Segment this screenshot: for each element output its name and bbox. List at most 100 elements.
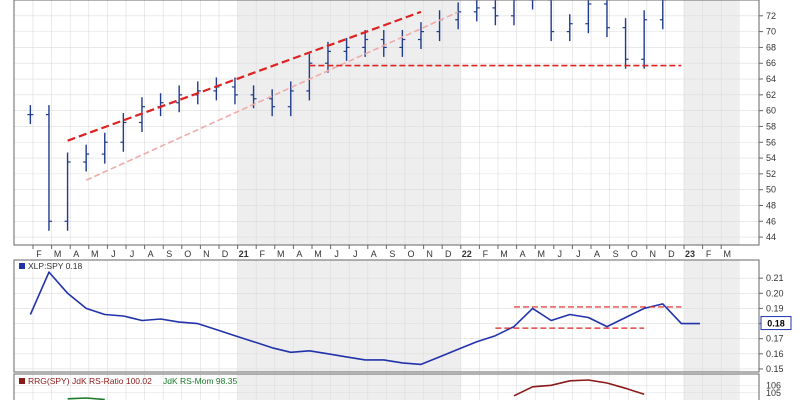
ratio-series <box>29 271 700 366</box>
price-ytick-label: 66 <box>766 58 776 68</box>
x-tick-label: N <box>650 249 657 259</box>
ratio-ytick-label: 0.19 <box>766 303 784 313</box>
rrg-shade-band <box>312 374 331 400</box>
price-ytick-label: 54 <box>766 153 776 163</box>
rrg-shading <box>237 374 740 400</box>
price-bar <box>324 41 331 73</box>
ratio-y-axis: 0.15 0.16 0.17 0.19 0.20 0.21 <box>759 273 784 374</box>
price-bar <box>269 89 276 117</box>
ratio-shade-band <box>442 260 461 372</box>
price-shade-band <box>367 0 387 245</box>
rrg-legend-label-ratio: JdK RS-Ratio 100.02 <box>72 376 152 386</box>
ratio-plot-frame <box>13 259 760 373</box>
rrg-shade-band <box>256 374 275 400</box>
price-ytick-label: 56 <box>766 137 776 147</box>
ratio-legend: XLP:SPY 0.18 <box>19 261 82 271</box>
price-ytick-label: 48 <box>766 200 776 210</box>
rrg-shade-band <box>367 374 387 400</box>
price-bar <box>120 113 127 152</box>
price-trendline <box>67 10 422 142</box>
price-ytick-label: 44 <box>766 232 776 242</box>
x-tick-label: A <box>296 249 302 259</box>
x-tick-label: J <box>334 249 339 259</box>
price-bar <box>306 53 313 101</box>
ratio-panel: 0.15 0.16 0.17 0.19 0.20 0.21 XLP:SPY 0.18 0.… <box>13 259 792 374</box>
price-bars <box>27 0 666 231</box>
rrg-line <box>513 379 645 397</box>
price-shade-band <box>684 0 703 245</box>
x-tick-label: J <box>130 249 135 259</box>
rrg-legend-swatch <box>19 378 25 384</box>
ratio-current-value-box <box>760 316 792 331</box>
x-tick-label: J <box>111 249 116 259</box>
ratio-shade-band <box>367 260 387 372</box>
price-shade-band <box>423 0 443 245</box>
price-shade-band <box>293 0 312 245</box>
rrg-shade-band <box>349 374 368 400</box>
rrg-shade-band <box>293 374 312 400</box>
rrg-shade-band <box>237 374 257 400</box>
price-bar <box>641 10 648 69</box>
ratio-current-value: 0.18 <box>767 319 785 329</box>
x-tick-label: A <box>371 249 377 259</box>
ratio-ytick-label: 0.16 <box>766 349 784 359</box>
price-ytick-label: 64 <box>766 74 776 84</box>
x-tick-label: J <box>558 249 563 259</box>
price-shade-band <box>702 0 722 245</box>
ratio-shade-band <box>274 260 294 372</box>
ratio-grid <box>14 260 759 372</box>
rrg-ytick-label: 105 <box>766 388 781 398</box>
price-bar <box>455 2 462 30</box>
price-grid <box>14 0 759 245</box>
price-bar <box>176 85 183 113</box>
x-tick-label: 23 <box>685 249 695 259</box>
x-tick-label: A <box>73 249 79 259</box>
ratio-shade-band <box>386 260 405 372</box>
price-bar <box>399 30 406 57</box>
ratio-line <box>29 271 700 366</box>
rrg-shade-band <box>721 374 740 400</box>
rrg-legend-label-mom: JdK RS-Mom 98.35 <box>163 376 237 386</box>
price-shade-band <box>274 0 294 245</box>
ratio-shade-band <box>702 260 722 372</box>
ratio-shade-band <box>312 260 331 372</box>
price-shade-band <box>330 0 350 245</box>
x-tick-label: S <box>389 249 395 259</box>
price-bar <box>362 30 369 57</box>
price-ytick-label: 58 <box>766 121 776 131</box>
price-shade-band <box>442 0 461 245</box>
price-bar <box>492 0 499 26</box>
price-bar <box>510 0 517 26</box>
x-tick-label: N <box>203 249 210 259</box>
price-ytick-label: 72 <box>766 11 776 21</box>
x-tick-label: M <box>723 249 731 259</box>
price-ytick-label: 62 <box>766 90 776 100</box>
rrg-shade-band <box>423 374 443 400</box>
ratio-legend-swatch <box>19 263 25 269</box>
price-ytick-label: 70 <box>766 27 776 37</box>
x-tick-label: F <box>483 249 489 259</box>
rrg-shade-band <box>386 374 405 400</box>
rrg-grid <box>14 374 759 400</box>
x-tick-label: D <box>445 249 452 259</box>
price-bar <box>287 81 294 117</box>
price-bar <box>548 0 555 42</box>
x-axis: F M A M J J A S O N D 21 F M A M J J A S O N D 22 F M A M J J A S O N D 23 F… <box>32 245 731 259</box>
rrg-plot-frame <box>13 373 760 400</box>
price-ytick-label: 52 <box>766 169 776 179</box>
price-bar <box>101 132 108 164</box>
x-tick-label: S <box>166 249 172 259</box>
ratio-ytick-label: 0.21 <box>766 273 784 283</box>
x-tick-label: M <box>537 249 545 259</box>
x-tick-label: D <box>668 249 675 259</box>
x-tick-label: S <box>613 249 619 259</box>
price-bar <box>231 77 238 105</box>
ratio-shade-band <box>237 260 257 372</box>
price-bar <box>659 0 666 30</box>
rrg-legend: RRG(SPY) JdK RS-Ratio 100.02 JdK RS-Mom … <box>19 376 237 386</box>
price-bar <box>473 0 480 22</box>
rrg-shade-band <box>274 374 294 400</box>
x-tick-label: A <box>148 249 154 259</box>
